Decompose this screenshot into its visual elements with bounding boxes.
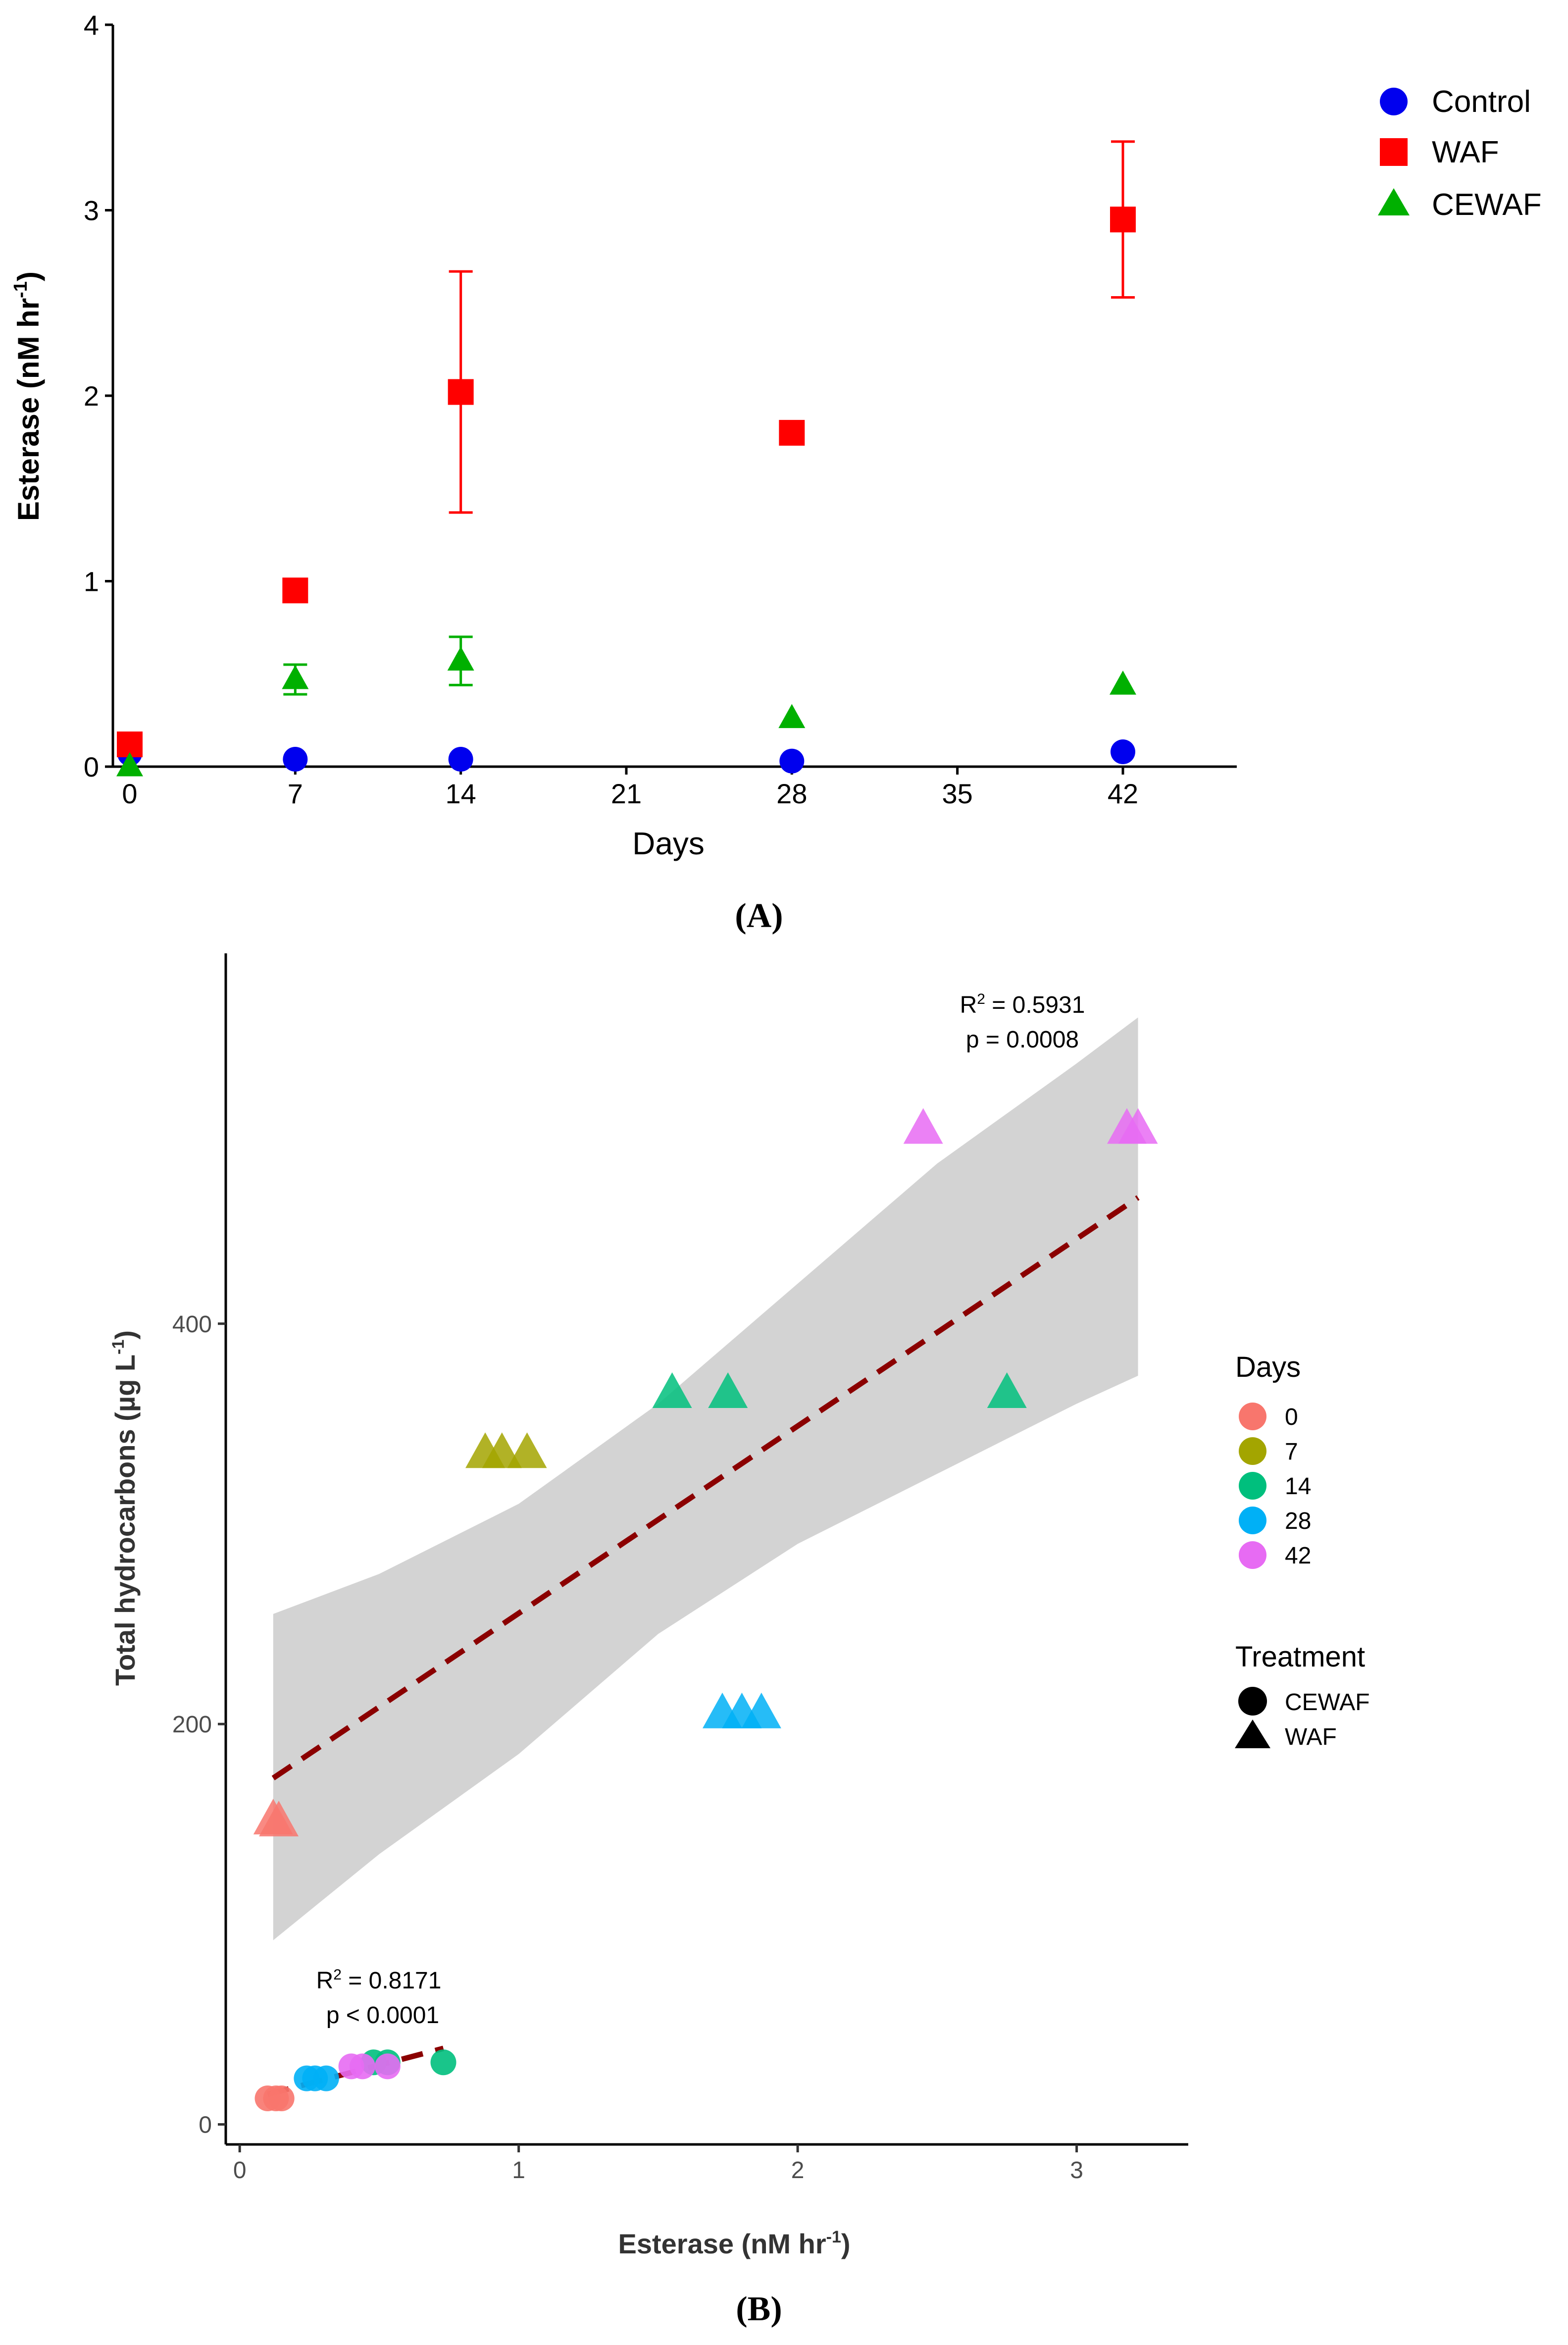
panel-b-x-tick-label: 2 xyxy=(791,2157,805,2184)
panel-a-y-tick-label: 1 xyxy=(84,566,99,597)
panel-a-x-ticks: 0 7 14 21 28 35 42 xyxy=(122,767,1138,809)
panel-a-x-tick-label: 28 xyxy=(776,778,807,809)
point-cewaf-day-0 xyxy=(116,752,143,777)
legend-day-28-marker xyxy=(1239,1507,1266,1534)
legend-control-label: Control xyxy=(1432,85,1531,119)
panel-b-y-tick-label: 400 xyxy=(172,1311,212,1338)
panel-a-y-axis-title: Esterase (nM hr-1) xyxy=(10,271,45,521)
point-cewaf-day-42 xyxy=(350,2053,376,2080)
panel-a: 0 1 2 3 4 0 7 14 21 28 35 42 Days Esterase (nM hr-… xyxy=(10,9,1542,935)
panel-b-annotation-cewaf: R2 = 0.8171 p < 0.0001 xyxy=(316,1967,442,2029)
legend-treatment-waf-label: WAF xyxy=(1285,1724,1337,1750)
legend-day-42-label: 42 xyxy=(1285,1543,1311,1569)
panel-a-x-tick-label: 14 xyxy=(446,778,476,809)
panel-a-x-tick-label: 42 xyxy=(1108,778,1138,809)
legend-treatment-title: Treatment xyxy=(1235,1641,1365,1673)
legend-day-28-label: 28 xyxy=(1285,1508,1311,1534)
legend-day-14-marker xyxy=(1239,1472,1266,1500)
legend-day-0-marker xyxy=(1239,1403,1266,1430)
point-waf-day-42 xyxy=(1118,1108,1158,1144)
point-cewaf-day-7 xyxy=(282,665,309,689)
point-cewaf-day-14 xyxy=(430,2049,456,2076)
panel-b-points xyxy=(253,1108,1158,2112)
panel-a-caption: (A) xyxy=(735,897,783,935)
point-cewaf-day-28 xyxy=(313,2065,339,2091)
point-cewaf-day-0 xyxy=(268,2085,295,2112)
panel-a-y-tick-label: 2 xyxy=(84,380,99,412)
legend-control-marker xyxy=(1380,88,1408,115)
point-waf-day-7 xyxy=(482,1432,522,1468)
panel-b-y-axis-title: Total hydrocarbons (µg L-1) xyxy=(109,1330,141,1686)
panel-b-caption: (B) xyxy=(736,2290,782,2328)
panel-b-ci-band xyxy=(273,1017,1138,1940)
p-label-cewaf: p < 0.0001 xyxy=(326,2002,439,2029)
r2-label-waf: R2 = 0.5931 xyxy=(960,991,1085,1018)
panel-a-error-bars xyxy=(283,140,1135,696)
point-waf-day-7 xyxy=(282,577,308,604)
panel-a-y-ticks: 0 1 2 3 4 xyxy=(84,9,113,782)
point-control-day-14 xyxy=(448,747,473,772)
legend-treatment-cewaf-label: CEWAF xyxy=(1285,1689,1370,1716)
point-control-day-7 xyxy=(283,747,308,772)
panel-b-x-tick-label: 0 xyxy=(233,2157,247,2184)
point-control-day-42 xyxy=(1111,739,1135,765)
legend-waf-label: WAF xyxy=(1432,135,1499,169)
legend-day-14-label: 14 xyxy=(1285,1473,1311,1500)
panel-b-fit-line-waf xyxy=(271,1195,1140,1780)
point-waf-day-14 xyxy=(448,379,474,405)
point-waf-day-14 xyxy=(987,1372,1027,1408)
point-control-day-28 xyxy=(779,748,805,774)
point-waf-day-42 xyxy=(1110,207,1136,233)
panel-a-x-tick-label: 0 xyxy=(122,778,137,809)
panel-b: 0 200 400 0 1 2 3 R2 = 0.5931 p = 0.0008 R2 =… xyxy=(109,953,1370,2328)
point-waf-day-14 xyxy=(652,1372,692,1408)
point-waf-day-28 xyxy=(741,1692,781,1728)
point-waf-day-28 xyxy=(779,419,805,446)
legend-day-42-marker xyxy=(1239,1541,1266,1569)
legend-day-7-label: 7 xyxy=(1285,1439,1298,1465)
p-label-waf: p = 0.0008 xyxy=(966,1027,1079,1053)
legend-day-7-marker xyxy=(1239,1437,1266,1465)
point-cewaf-day-42 xyxy=(1110,671,1136,695)
point-cewaf-day-42 xyxy=(374,2053,401,2080)
legend-cewaf-label: CEWAF xyxy=(1432,188,1542,222)
panel-a-x-axis-title: Days xyxy=(632,826,705,861)
point-waf-day-42 xyxy=(903,1108,943,1144)
point-waf-day-7 xyxy=(507,1432,547,1468)
point-cewaf-day-28 xyxy=(778,704,806,729)
panel-a-caption-letter: A xyxy=(747,897,772,935)
panel-a-y-tick-label: 3 xyxy=(84,195,99,226)
legend-waf-marker xyxy=(1380,138,1408,166)
point-cewaf-day-14 xyxy=(447,646,474,671)
legend-day-0-label: 0 xyxy=(1285,1404,1298,1430)
panel-b-caption-letter: B xyxy=(748,2290,771,2328)
panel-a-x-tick-label: 35 xyxy=(942,778,973,809)
panel-b-y-tick-label: 0 xyxy=(199,2112,212,2138)
legend-treatment-cewaf-marker xyxy=(1238,1687,1267,1716)
panel-a-legend: Control WAF CEWAF xyxy=(1378,85,1542,222)
panel-b-x-axis-title: Esterase (nM hr-1) xyxy=(618,2228,850,2259)
legend-days-items: 0 7 14 28 42 xyxy=(1239,1403,1311,1569)
panel-b-y-tick-label: 200 xyxy=(172,1712,212,1738)
panel-a-y-tick-label: 4 xyxy=(84,9,99,41)
panel-a-points xyxy=(116,207,1136,777)
panel-a-x-tick-label: 21 xyxy=(611,778,642,809)
panel-b-y-ticks: 0 200 400 xyxy=(172,1311,226,2138)
panel-b-x-tick-label: 3 xyxy=(1070,2157,1083,2184)
point-waf-day-0 xyxy=(259,1801,299,1837)
r2-label-cewaf: R2 = 0.8171 xyxy=(316,1967,442,1994)
panel-b-x-tick-label: 1 xyxy=(512,2157,525,2184)
panel-a-x-tick-label: 7 xyxy=(288,778,303,809)
panel-b-x-ticks: 0 1 2 3 xyxy=(233,2144,1083,2184)
point-waf-day-14 xyxy=(708,1372,748,1408)
panel-b-annotation-waf: R2 = 0.5931 p = 0.0008 xyxy=(960,991,1085,1053)
legend-cewaf-marker xyxy=(1378,188,1410,215)
legend-treatment-waf-marker xyxy=(1235,1720,1270,1748)
panel-a-y-tick-label: 0 xyxy=(84,751,99,782)
legend-days-title: Days xyxy=(1235,1351,1301,1383)
panel-b-legend-days: Days 0 7 14 28 42 xyxy=(1235,1351,1311,1569)
panel-b-legend-treatment: Treatment CEWAF WAF xyxy=(1235,1641,1370,1750)
